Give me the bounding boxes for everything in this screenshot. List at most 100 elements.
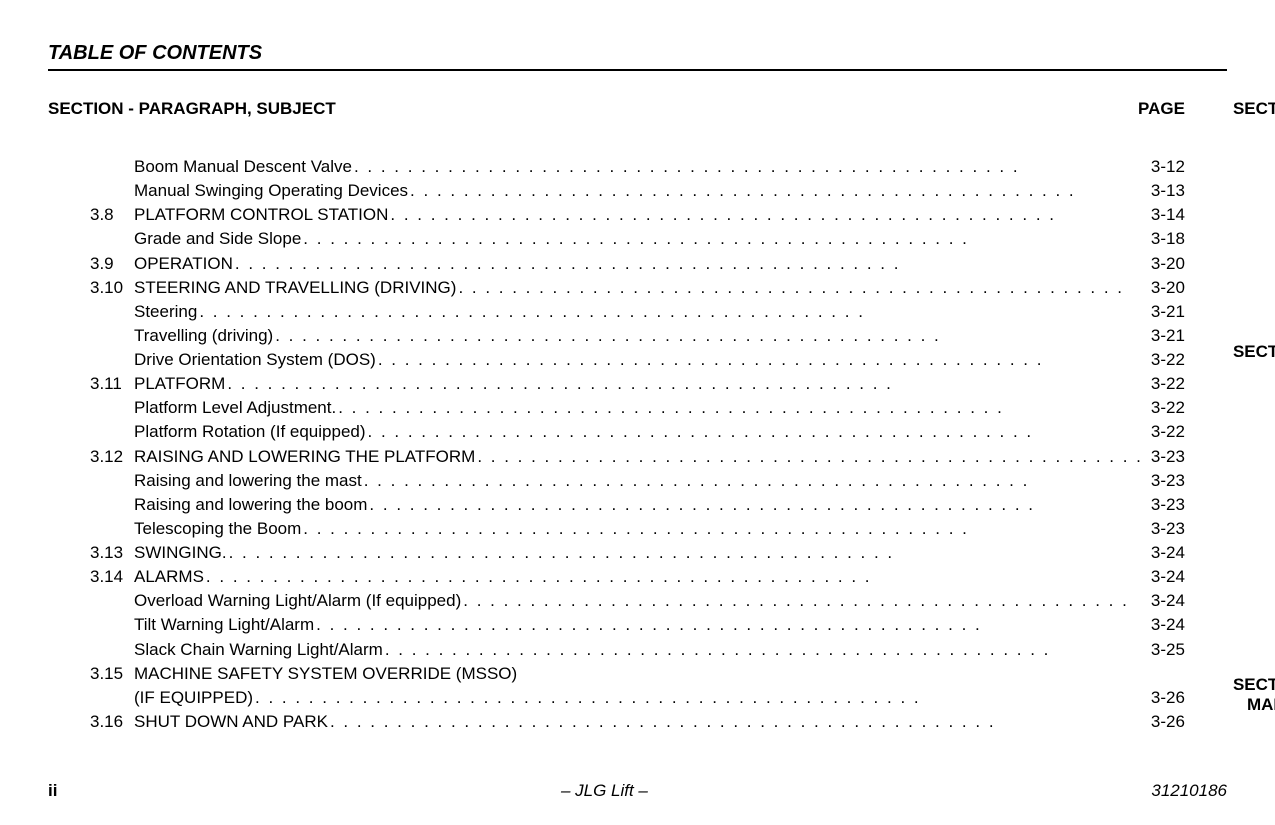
entry-text: Raising and lowering the boom [134,493,367,517]
entry-number: 3.12 [90,445,134,469]
entry-page: 3-20 [1145,276,1185,300]
entry-number: 3.13 [90,541,134,565]
leader-dots [197,300,1145,324]
toc-entry: 3.11PLATFORM3-22 [48,372,1185,396]
toc-subentry: Drive Orientation System (DOS) 3-22 [48,348,1185,372]
toc-entry: 4.1GENERAL INFORMATION4-1 [1233,368,1275,392]
entry-page: 3-13 [1145,179,1185,203]
entry-text: Travelling (driving) [134,324,273,348]
toc-subentry: Travelling (driving)3-21 [48,324,1185,348]
entry-page: 3-26 [1145,686,1185,710]
toc-subentry: Raising and lowering the mast3-23 [48,469,1185,493]
leader-dots [328,710,1145,734]
leader-dots [336,396,1145,420]
toc-entry: 4.4PLATFORM MANUAL DESCENT.4-3 [1233,537,1275,561]
entry-text: Platform Rotation (If equipped) [134,420,366,444]
leader-dots [204,565,1145,589]
toc-entry: 3.14ALARMS 3-24 [48,565,1185,589]
toc-subentry: Grade and Side Slope3-18 [48,227,1185,251]
toc-entry: 4.2EMERGENCY OPERATION4-1 [1233,392,1275,416]
toc-subentry: Platform or Boom Caught Overhead4-1 [1233,440,1275,464]
entry-text: STEERING AND TRAVELLING (DRIVING) [134,276,456,300]
toc-subentry-cont: Condition4-3 [1233,513,1275,537]
right-entries: 3.17BATTERY CHARGING3-27Battery Charger … [1233,155,1275,715]
leader-dots [366,420,1145,444]
column-header: SECTION - PARAGRAPH, SUBJECT PAGE [48,99,1185,119]
entry-text: Steering [134,300,197,324]
entry-text: SWINGING. [134,541,227,565]
entry-page: 3-24 [1145,565,1185,589]
toc-entry: 3.17BATTERY CHARGING3-27 [1233,155,1275,179]
toc-entry: 3.13SWINGING. 3-24 [48,541,1185,565]
page-title: TABLE OF CONTENTS [48,42,1227,65]
entry-page: 3-24 [1145,613,1185,637]
toc-entry: 3.12RAISING AND LOWERING THE PLATFORM 3-2… [48,445,1185,469]
leader-dots [461,589,1145,613]
toc-entry: 3.16SHUT DOWN AND PARK 3-26 [48,710,1185,734]
toc-entry: 3.9OPERATION3-20 [48,252,1185,276]
entry-text: PLATFORM CONTROL STATION [134,203,388,227]
entry-page: 3-23 [1145,493,1185,517]
entry-text: Drive Orientation System (DOS) [134,348,376,372]
leader-dots [367,493,1144,517]
leader-dots [408,179,1145,203]
entry-text: Grade and Side Slope [134,227,301,251]
leader-dots [253,686,1145,710]
footer-page-number: ii [48,781,57,801]
entry-number: 3.15 [90,662,134,686]
leader-dots [383,638,1145,662]
leader-dots [301,227,1145,251]
leader-dots [388,203,1145,227]
entry-text: Platform Level Adjustment. [134,396,336,420]
entry-text: Manual Swinging Operating Devices [134,179,408,203]
section-heading-cont: MAINTENANCE [1233,695,1275,715]
footer-center: – JLG Lift – [561,781,648,801]
toc-subentry: Overload Warning Light/Alarm (If equippe… [48,589,1185,613]
leader-dots [314,613,1145,637]
leader-dots [352,155,1145,179]
entry-page: 3-26 [1145,710,1185,734]
entry-number: 3.8 [90,203,134,227]
toc-subentry: Operator Unable to Control Machine in Ov… [1233,489,1275,513]
entry-page: 3-12 [1145,155,1185,179]
toc-subentry: Battery Charger Fault Code3-28 [1233,179,1275,203]
title-underline [48,69,1227,71]
section-heading: SECTION - 4 - EMERGENCY PROCEDURES [1233,342,1275,362]
toc-subentry: Tie Down.3-29 [1233,227,1275,251]
entry-page: 3-22 [1145,396,1185,420]
entry-page: 3-25 [1145,638,1185,662]
leader-dots [376,348,1145,372]
entry-page: 3-23 [1145,445,1185,469]
toc-entry-cont: (IF EQUIPPED)4-4 [1233,633,1275,657]
entry-number: 3.14 [90,565,134,589]
toc-entry: 4.5INCIDENT NOTIFICATION4-3 [1233,561,1275,585]
entry-page: 3-14 [1145,203,1185,227]
entry-page: 3-22 [1145,372,1185,396]
toc-subentry: Electric Brake Release3-31 [1233,300,1275,324]
toc-entry: 3.10STEERING AND TRAVELLING (DRIVING)3-2… [48,276,1185,300]
header-page: PAGE [1138,99,1185,119]
entry-page: 3-24 [1145,589,1185,613]
entry-text: Boom Manual Descent Valve [134,155,352,179]
toc-subentry: Telescoping the Boom3-23 [48,517,1185,541]
toc-entry: 4.3EMERGENCY CONTROL.4-1 [1233,464,1275,488]
section-heading: SECTION - 5 - GENERAL SPECIFICATIONS AND [1233,675,1275,695]
toc-entry: 3.8PLATFORM CONTROL STATION 3-14 [48,203,1185,227]
entry-text: Overload Warning Light/Alarm (If equippe… [134,589,461,613]
entry-page: 3-22 [1145,348,1185,372]
toc-subentry: Operator Unable to Control Machine.4-1 [1233,416,1275,440]
leader-dots [301,517,1145,541]
entry-text: RAISING AND LOWERING THE PLATFORM [134,445,475,469]
toc-subentry: Platform Rotation (If equipped)3-22 [48,420,1185,444]
leader-dots [362,469,1145,493]
entry-page: 3-21 [1145,300,1185,324]
toc-subentry: Manual Swinging Operating Devices 3-13 [48,179,1185,203]
entry-text: Telescoping the Boom [134,517,301,541]
entry-number: 3.16 [90,710,134,734]
entry-text: Raising and lowering the mast [134,469,362,493]
entry-page: 3-24 [1145,541,1185,565]
entry-text: SHUT DOWN AND PARK [134,710,328,734]
toc-subentry: Tilt Warning Light/Alarm3-24 [48,613,1185,637]
entry-text: ALARMS [134,565,204,589]
toc-subentry: Platform Level Adjustment. 3-22 [48,396,1185,420]
